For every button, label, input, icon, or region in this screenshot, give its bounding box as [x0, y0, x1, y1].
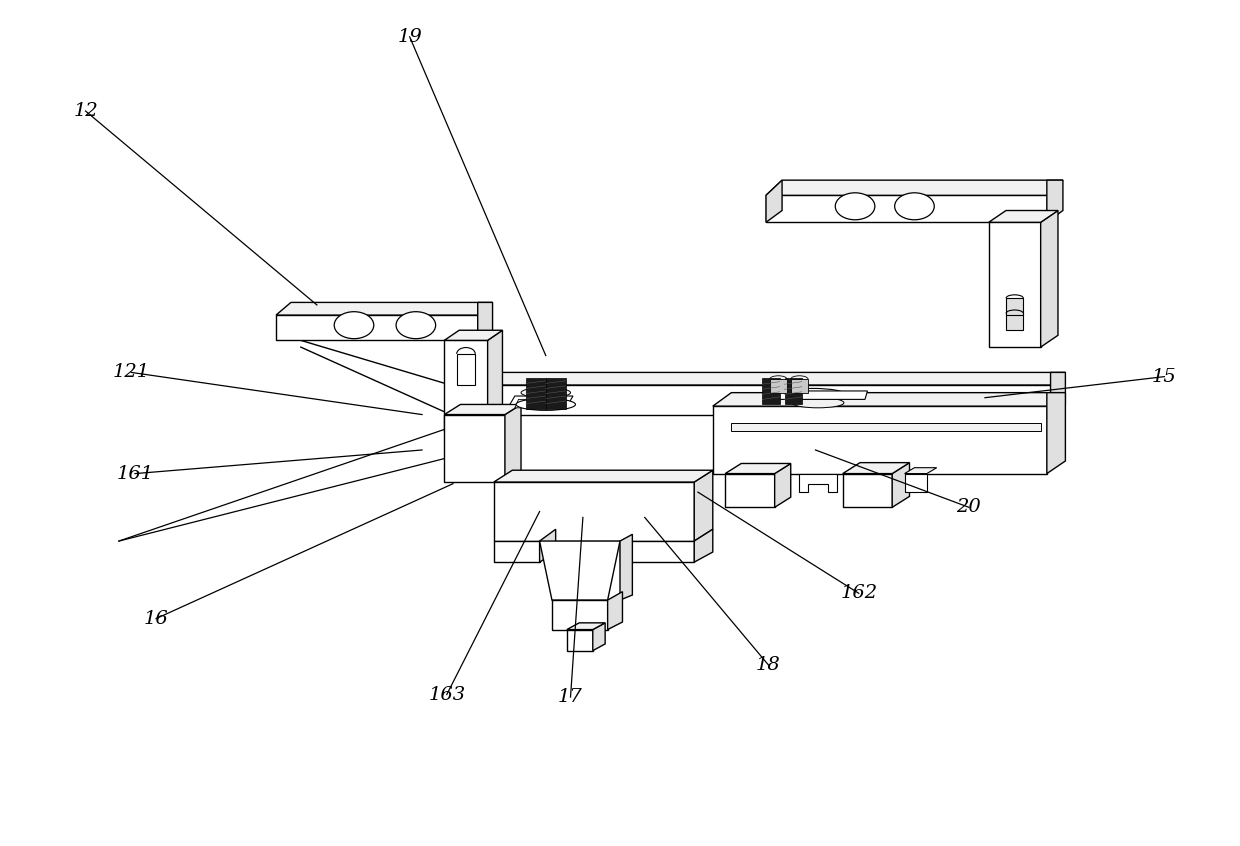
Polygon shape [487, 330, 502, 431]
Polygon shape [694, 530, 713, 562]
Polygon shape [843, 463, 909, 474]
Polygon shape [1050, 372, 1065, 415]
Polygon shape [444, 404, 521, 415]
Text: 20: 20 [956, 498, 981, 516]
Polygon shape [526, 378, 546, 409]
Polygon shape [1047, 180, 1063, 222]
Polygon shape [494, 470, 713, 482]
Polygon shape [694, 470, 713, 541]
Polygon shape [608, 591, 622, 629]
Polygon shape [510, 396, 573, 404]
Polygon shape [766, 195, 1047, 222]
Polygon shape [477, 302, 492, 340]
Polygon shape [791, 379, 808, 393]
Polygon shape [539, 541, 620, 600]
Polygon shape [1047, 393, 1065, 474]
Polygon shape [450, 372, 1065, 385]
Polygon shape [620, 541, 694, 562]
Polygon shape [893, 463, 909, 508]
Polygon shape [732, 423, 1040, 431]
Text: 163: 163 [428, 685, 465, 704]
Text: 121: 121 [113, 364, 150, 382]
Circle shape [396, 311, 435, 338]
Polygon shape [494, 541, 539, 562]
Polygon shape [567, 629, 593, 651]
Polygon shape [539, 530, 556, 562]
Polygon shape [713, 393, 1065, 406]
Polygon shape [444, 330, 502, 340]
Polygon shape [444, 340, 487, 431]
Polygon shape [277, 302, 492, 315]
Circle shape [895, 193, 934, 220]
Polygon shape [494, 482, 694, 541]
Text: 16: 16 [144, 610, 169, 628]
Polygon shape [766, 391, 868, 399]
Polygon shape [552, 600, 608, 629]
Polygon shape [904, 468, 936, 474]
Polygon shape [775, 464, 791, 508]
Polygon shape [843, 474, 893, 508]
Polygon shape [770, 379, 787, 393]
Polygon shape [450, 385, 1050, 415]
Polygon shape [505, 404, 521, 482]
Circle shape [335, 311, 373, 338]
Polygon shape [515, 399, 564, 408]
Text: 17: 17 [558, 688, 583, 706]
Ellipse shape [521, 387, 570, 398]
Polygon shape [593, 623, 605, 651]
Polygon shape [1006, 298, 1023, 315]
Polygon shape [904, 474, 926, 492]
Ellipse shape [516, 398, 575, 410]
Polygon shape [988, 211, 1058, 222]
Text: 162: 162 [841, 585, 878, 602]
Polygon shape [1040, 211, 1058, 347]
Polygon shape [725, 464, 791, 474]
Ellipse shape [781, 388, 846, 400]
Polygon shape [763, 378, 780, 404]
Circle shape [836, 193, 875, 220]
Polygon shape [567, 623, 605, 629]
Polygon shape [725, 474, 775, 508]
Ellipse shape [792, 398, 844, 408]
Polygon shape [444, 415, 505, 482]
Text: 12: 12 [73, 102, 98, 120]
Polygon shape [785, 378, 802, 404]
Polygon shape [1006, 313, 1023, 330]
Polygon shape [620, 535, 632, 600]
Polygon shape [766, 180, 782, 222]
Polygon shape [988, 222, 1040, 347]
Text: 18: 18 [756, 656, 781, 674]
Polygon shape [766, 180, 1063, 195]
Polygon shape [546, 378, 565, 409]
Text: 161: 161 [117, 464, 154, 482]
Text: 15: 15 [1152, 368, 1177, 386]
Polygon shape [713, 406, 1047, 474]
Polygon shape [456, 354, 475, 385]
Text: 19: 19 [397, 28, 422, 46]
Polygon shape [800, 474, 837, 492]
Polygon shape [277, 315, 477, 340]
